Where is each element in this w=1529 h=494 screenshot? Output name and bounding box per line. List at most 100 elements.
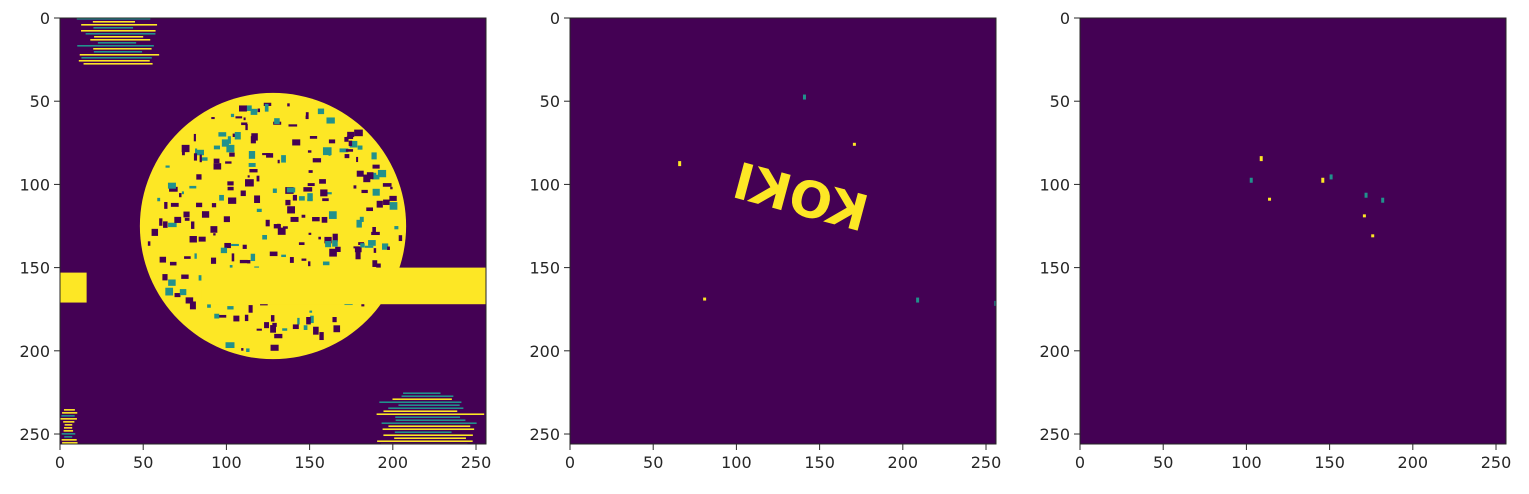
plot-area-3 bbox=[1080, 18, 1506, 444]
mask-texture-blob bbox=[326, 117, 335, 124]
mask-texture-blob bbox=[213, 145, 221, 150]
mask-texture-blob bbox=[270, 325, 277, 333]
mask-texture-blob bbox=[308, 261, 311, 267]
x-tick-label: 0 bbox=[565, 453, 575, 472]
mask-stripe bbox=[76, 18, 151, 20]
mask-texture-blob bbox=[308, 232, 312, 235]
mask-speck bbox=[703, 297, 707, 301]
mask-texture-blob bbox=[282, 226, 288, 229]
mask-stripe bbox=[77, 45, 154, 47]
mask-texture-blob bbox=[360, 243, 365, 248]
mask-texture-blob bbox=[195, 149, 204, 156]
mask-texture-blob bbox=[241, 348, 244, 351]
mask-texture-blob bbox=[272, 322, 277, 327]
mask-texture-blob bbox=[151, 228, 159, 236]
mask-speck bbox=[678, 161, 682, 167]
mask-texture-blob bbox=[265, 219, 270, 227]
mask-texture-blob bbox=[250, 253, 256, 262]
mask-texture-blob bbox=[376, 263, 381, 270]
mask-texture-blob bbox=[332, 233, 338, 242]
mask-texture-blob bbox=[366, 172, 374, 180]
mask-texture-blob bbox=[286, 187, 296, 193]
mask-stripe bbox=[61, 433, 76, 435]
mask-texture-blob bbox=[235, 116, 243, 119]
mask-texture-blob bbox=[181, 191, 184, 195]
mask-texture-blob bbox=[184, 256, 191, 259]
mask-texture-blob bbox=[230, 113, 235, 118]
mask-texture-blob bbox=[372, 260, 378, 267]
mask-stripe bbox=[383, 434, 473, 437]
mask-texture-blob bbox=[183, 211, 190, 218]
mask-texture-blob bbox=[317, 108, 325, 115]
mask-texture-blob bbox=[306, 316, 311, 325]
mask-texture-blob bbox=[165, 165, 170, 168]
mask-texture-blob bbox=[213, 233, 216, 236]
mask-texture-blob bbox=[333, 325, 341, 333]
mask-texture-blob bbox=[266, 153, 274, 158]
mask-texture-blob bbox=[159, 218, 163, 226]
y-tick-label: 200 bbox=[1039, 342, 1070, 361]
mask-texture-blob bbox=[356, 156, 359, 163]
mask-texture-blob bbox=[218, 314, 227, 318]
y-tick-label: 150 bbox=[19, 259, 50, 278]
y-tick-label: 250 bbox=[529, 425, 560, 444]
mask-band bbox=[201, 267, 486, 305]
mask-texture-blob bbox=[214, 313, 220, 319]
y-tick-label: 150 bbox=[529, 259, 560, 278]
mask-texture-blob bbox=[322, 198, 329, 202]
mask-texture-blob bbox=[245, 124, 248, 131]
mask-texture-blob bbox=[196, 174, 202, 180]
mask-stripe bbox=[85, 33, 156, 35]
mask-texture-blob bbox=[292, 324, 299, 330]
mask-stripe bbox=[81, 24, 158, 26]
mask-texture-blob bbox=[247, 260, 251, 264]
mask-texture-blob bbox=[292, 194, 297, 201]
mask-speck bbox=[1259, 156, 1263, 162]
mask-texture-blob bbox=[233, 315, 240, 322]
mask-texture-blob bbox=[229, 152, 235, 157]
mask-texture-blob bbox=[270, 315, 275, 322]
x-tick-label: 250 bbox=[1481, 453, 1512, 472]
mask-texture-blob bbox=[250, 108, 258, 115]
mask-texture-blob bbox=[288, 124, 298, 127]
mask-texture-blob bbox=[224, 242, 231, 249]
mask-stripe bbox=[395, 416, 461, 419]
mask-texture-blob bbox=[339, 148, 349, 153]
mask-texture-blob bbox=[377, 169, 387, 178]
mask-speck bbox=[1321, 177, 1325, 183]
mask-texture-blob bbox=[256, 208, 262, 213]
y-tick-label: 200 bbox=[19, 342, 50, 361]
mask-texture-blob bbox=[245, 179, 254, 187]
mask-texture-blob bbox=[211, 117, 215, 120]
mask-texture-blob bbox=[309, 135, 318, 139]
mask-texture-blob bbox=[353, 246, 360, 249]
mask-texture-blob bbox=[354, 246, 362, 253]
heatmap-panel-1: 0 50 100 150 200 250 0 50 100 150 200 250 bbox=[19, 9, 491, 472]
mask-speck bbox=[994, 300, 996, 306]
mask-texture-blob bbox=[313, 326, 319, 335]
mask-texture-blob bbox=[185, 297, 194, 304]
mask-texture-blob bbox=[322, 147, 332, 156]
mask-texture-blob bbox=[169, 261, 177, 266]
mask-texture-blob bbox=[301, 258, 307, 261]
mask-texture-blob bbox=[290, 216, 299, 222]
mask-stripe bbox=[398, 404, 460, 407]
mask-speck bbox=[852, 142, 856, 146]
mask-texture-blob bbox=[181, 144, 190, 153]
mask-texture-blob bbox=[301, 214, 306, 218]
mask-texture-blob bbox=[359, 216, 364, 222]
mask-texture-blob bbox=[361, 189, 368, 194]
mask-regions-3 bbox=[1249, 156, 1385, 238]
mask-stripe bbox=[79, 54, 160, 56]
mask-texture-blob bbox=[373, 248, 377, 253]
mask-texture-blob bbox=[179, 289, 187, 296]
mask-stripe bbox=[62, 412, 78, 414]
mask-texture-blob bbox=[372, 164, 380, 169]
mask-texture-blob bbox=[223, 216, 230, 223]
mask-texture-blob bbox=[239, 105, 247, 112]
mask-regions-1 bbox=[60, 18, 486, 444]
mask-texture-blob bbox=[242, 244, 247, 249]
mask-texture-blob bbox=[243, 117, 246, 121]
mask-texture-blob bbox=[162, 274, 168, 281]
y-tick-label: 100 bbox=[1039, 175, 1070, 194]
